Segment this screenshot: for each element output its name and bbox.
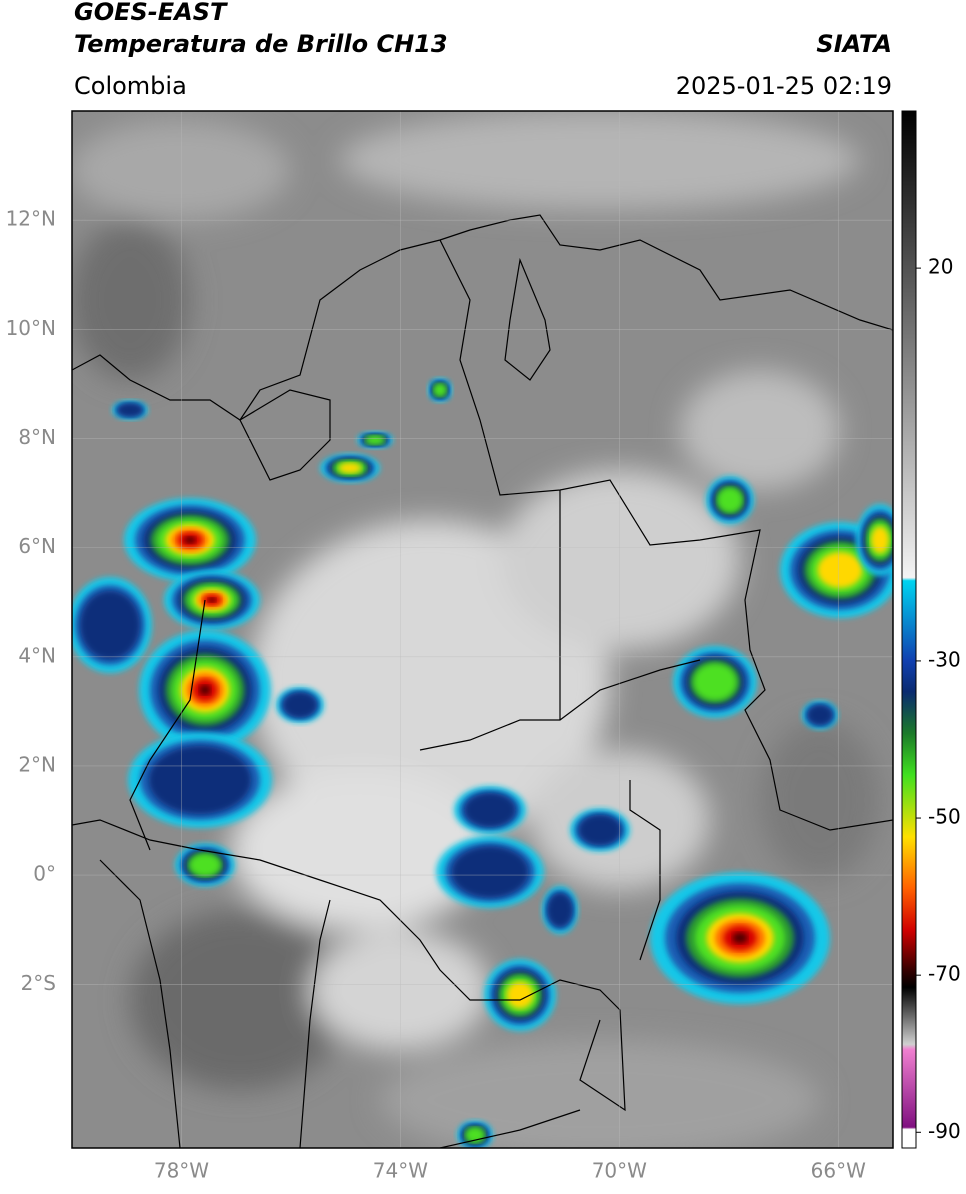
storm-ring <box>184 536 196 544</box>
lat-label: 6°N <box>18 534 56 558</box>
storm-ring <box>366 435 384 445</box>
lat-label: 2°N <box>18 752 56 776</box>
lat-label: 2°S <box>21 971 56 995</box>
colorbar-label: -30 <box>928 647 961 671</box>
storm-ring <box>547 893 573 927</box>
title: GOES-EAST <box>74 0 228 26</box>
subtitle: Temperatura de Brillo CH13 <box>74 30 448 58</box>
lat-label: 8°N <box>18 425 56 449</box>
storm-ring <box>80 591 140 659</box>
storm-ring <box>434 384 446 396</box>
storm-ring <box>451 846 529 898</box>
storm-ring <box>506 981 534 1009</box>
storm-cells <box>72 378 893 1148</box>
timestamp: 2025-01-25 02:19 <box>676 72 892 100</box>
lat-label: 10°N <box>6 316 56 340</box>
storm-ring <box>199 685 211 695</box>
storm-ring <box>190 854 220 876</box>
lon-label: 70°W <box>592 1159 647 1183</box>
storm-ring <box>117 403 143 417</box>
map-image <box>72 111 893 1148</box>
borders <box>72 214 893 1148</box>
storm-ring <box>464 793 516 827</box>
graticule <box>72 111 893 1148</box>
storm-ring <box>807 704 833 726</box>
colorbar-label: -70 <box>928 962 961 986</box>
colorbar-label: 20 <box>928 255 953 279</box>
storm-ring <box>871 526 889 554</box>
storm-ring <box>283 692 317 718</box>
lon-label: 74°W <box>373 1159 428 1183</box>
ticks: 12°N 10°N 8°N 6°N 4°N 2°N 0° 2°S 78°W 74°W 70°W 66°… <box>6 207 961 1183</box>
colorbar-label: -90 <box>928 1119 961 1143</box>
storm-ring <box>718 488 742 512</box>
source: SIATA <box>816 30 892 58</box>
storm-ring <box>149 746 251 814</box>
storm-ring <box>578 814 622 846</box>
lon-label: 66°W <box>811 1159 866 1183</box>
storm-ring <box>817 552 863 588</box>
lat-label: 0° <box>33 862 56 886</box>
region: Colombia <box>74 72 187 100</box>
lat-label: 4°N <box>18 643 56 667</box>
storm-ring <box>338 462 362 474</box>
storm-ring <box>732 932 748 944</box>
colorbar-label: -50 <box>928 805 961 829</box>
storm-ring <box>694 664 736 700</box>
colorbar <box>901 110 917 1149</box>
storm-ring <box>208 597 216 603</box>
lon-label: 78°W <box>154 1159 209 1183</box>
lat-label: 12°N <box>6 207 56 231</box>
map-frame <box>71 110 894 1149</box>
